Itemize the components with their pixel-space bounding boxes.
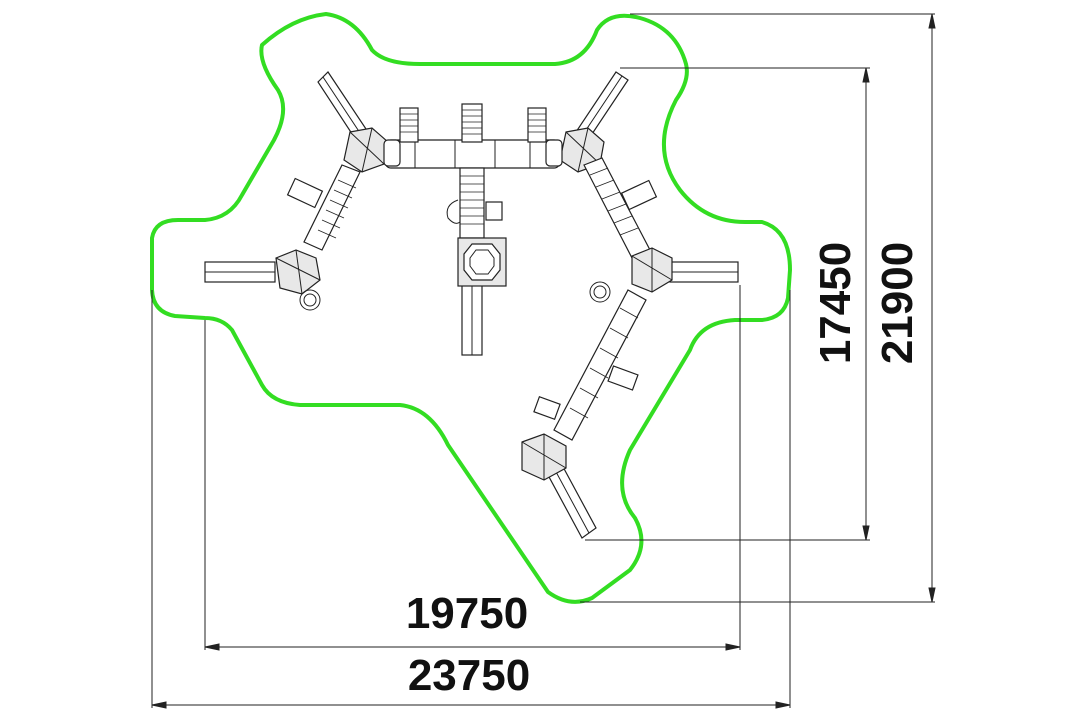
dimension-width-outer: 23750 <box>408 651 530 700</box>
slide-right <box>669 261 739 283</box>
ladder-top-center <box>461 103 483 143</box>
dimension-height-outer: 21900 <box>873 242 922 364</box>
center-tower <box>457 237 507 287</box>
right-bridge <box>583 157 658 259</box>
node-upper-left <box>343 127 401 173</box>
dimension-height-inner: 17450 <box>811 242 860 364</box>
lower-bridge <box>533 289 647 441</box>
ladder-top-left <box>399 107 419 143</box>
left-bridge <box>286 164 361 251</box>
dimension-lines <box>151 13 936 709</box>
node-right <box>589 247 673 303</box>
slide-center <box>461 284 483 356</box>
center-climber <box>446 167 503 239</box>
slide-left <box>204 261 276 283</box>
ladder-top-right <box>527 107 547 143</box>
node-left <box>275 249 321 311</box>
node-lower <box>521 433 567 481</box>
dimension-width-inner: 19750 <box>406 589 528 638</box>
playground-equipment <box>204 71 739 539</box>
slide-bottom <box>547 464 597 539</box>
top-tunnel <box>384 139 561 169</box>
safety-zone-outline <box>150 12 792 604</box>
